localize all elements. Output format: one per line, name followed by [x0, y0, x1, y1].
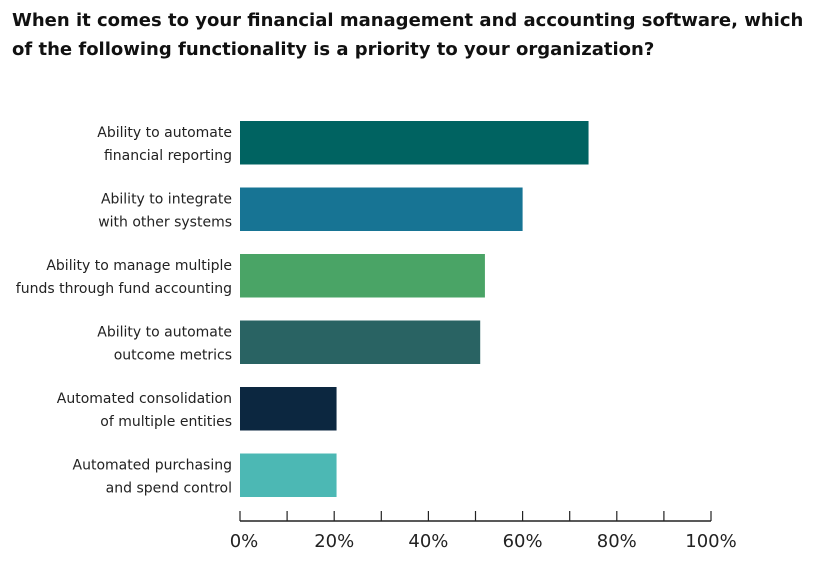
category-label-line: financial reporting [104, 148, 232, 164]
category-label-line: outcome metrics [114, 348, 232, 364]
bars-group [240, 121, 589, 497]
category-label-line: funds through fund accounting [16, 281, 232, 297]
category-label-line: and spend control [106, 481, 232, 497]
bar-4 [240, 320, 481, 364]
category-label-1: Ability to automate financial reporting [97, 125, 232, 164]
bar-3 [240, 254, 485, 298]
bar-6 [240, 453, 337, 497]
category-label-line: Ability to integrate [101, 192, 232, 208]
category-label-line: Automated consolidation [57, 391, 232, 407]
x-tick-label-4: 60% [503, 531, 543, 552]
x-tick-label-3: 40% [408, 531, 448, 552]
category-label-line: Ability to automate [97, 125, 232, 141]
category-label-line: Automated purchasing [73, 458, 232, 474]
x-tick-label-1: 0% [230, 531, 259, 552]
category-label-line: Ability to manage multiple [46, 258, 232, 274]
category-labels: Ability to automate financial reportingAb… [16, 125, 232, 497]
x-tick-label-6: 100% [685, 531, 736, 552]
x-tick-label-5: 80% [597, 531, 637, 552]
category-label-line: Ability to automate [97, 325, 232, 341]
bar-1 [240, 121, 589, 165]
category-label-6: Automated purchasing and spend control [73, 458, 232, 497]
x-tick-label-2: 20% [314, 531, 354, 552]
bar-2 [240, 187, 523, 231]
chart-title: When it comes to your financial manageme… [12, 10, 804, 60]
x-axis-ticks: 0% 20% 40% 60% 80% 100% [230, 511, 737, 552]
category-label-5: Automated consolidation of multiple entit… [57, 391, 232, 430]
category-label-line: with other systems [98, 215, 232, 231]
category-label-3: Ability to manage multiple funds through … [16, 258, 232, 297]
category-label-4: Ability to automate outcome metrics [97, 325, 232, 364]
category-label-line: of multiple entities [100, 414, 232, 430]
bar-5 [240, 387, 337, 431]
category-label-2: Ability to integrate with other systems [98, 192, 232, 231]
